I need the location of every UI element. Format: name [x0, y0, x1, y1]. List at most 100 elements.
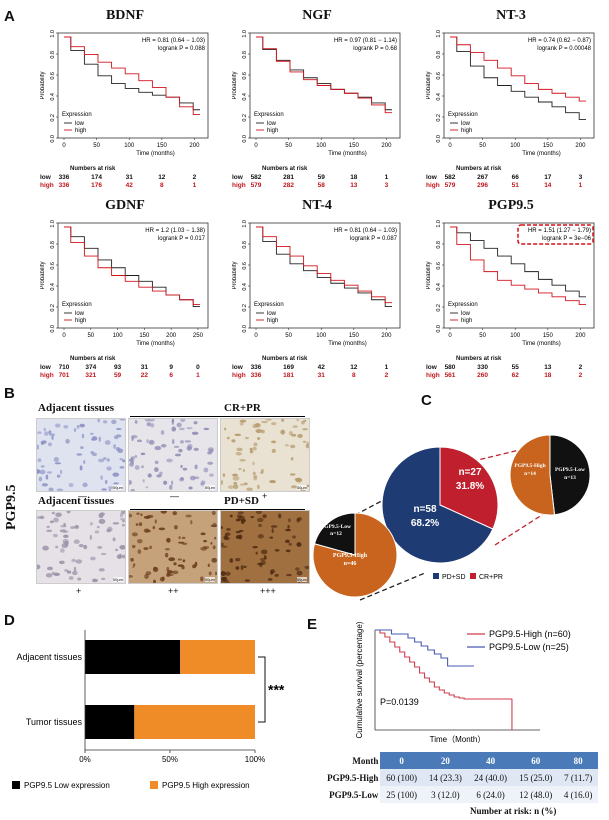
x-tick-label: 0: [62, 333, 66, 339]
cell-nucleus: [148, 419, 155, 422]
risk-low-value: 336: [58, 174, 70, 181]
cell-nucleus: [274, 573, 279, 577]
cell-nucleus: [256, 484, 260, 490]
left-pie: [312, 512, 398, 598]
cell-nucleus: [63, 424, 69, 429]
y-tick-label: 1.0: [242, 220, 248, 228]
cell-nucleus: [107, 486, 114, 490]
adjacent-label-bottom: Adjacent tissues: [38, 495, 115, 507]
y-tick-label: 0.2: [242, 114, 248, 122]
scale-bar-label: 50μm: [296, 577, 307, 582]
cell-nucleus: [119, 419, 125, 421]
cell-nucleus: [153, 579, 156, 583]
cell-nucleus: [150, 423, 155, 428]
hazard-ratio: HR = 0.74 (0.62 − 0.87): [528, 38, 591, 44]
cell-nucleus: [301, 420, 305, 425]
pdsd-underline: [130, 509, 305, 510]
cell-nucleus: [174, 525, 178, 530]
risk-low-label: low: [232, 174, 243, 181]
cell-nucleus: [302, 428, 308, 431]
cell-nucleus: [38, 476, 43, 482]
cell-nucleus: [181, 542, 188, 545]
left-low-n: n=12: [330, 531, 342, 537]
risk-high-label: high: [232, 182, 246, 189]
cell-nucleus: [267, 578, 273, 581]
plot-frame: [249, 222, 401, 329]
risk-low-value: 12: [350, 364, 358, 371]
risk-cell: 14 (23.3): [422, 769, 468, 786]
cell-nucleus: [142, 479, 145, 483]
y-tick-label: 0.0: [50, 325, 56, 333]
risk-high-value: 8: [352, 372, 356, 379]
risk-low-value: 3: [578, 174, 583, 181]
cell-nucleus: [185, 514, 192, 518]
cell-nucleus: [154, 460, 159, 465]
cell-nucleus: [208, 571, 212, 576]
cell-nucleus: [154, 467, 159, 473]
x-axis-label: Time (months): [328, 151, 366, 157]
cell-nucleus: [252, 446, 257, 451]
cell-nucleus: [253, 475, 258, 479]
x-tick-label: 200: [575, 333, 586, 339]
legend-title: Expression: [254, 302, 284, 308]
risk-low-value: 55: [511, 364, 519, 371]
right-low-n: n=13: [564, 475, 576, 481]
cell-nucleus: [73, 428, 77, 432]
risk-low-value: 281: [283, 174, 295, 181]
cell-nucleus: [255, 551, 258, 555]
legend-high: high: [267, 128, 278, 134]
plot-frame: [443, 32, 595, 139]
legend-high: high: [267, 318, 278, 324]
cell-nucleus: [134, 465, 140, 470]
connector-line: [494, 512, 546, 546]
plot-frame: [57, 222, 209, 329]
x-tick-label: 200: [189, 143, 200, 149]
x-tick-label: 100: [510, 143, 521, 149]
risk-high-label: high: [40, 182, 54, 189]
cell-nucleus: [145, 486, 149, 489]
bar-category-label: Adjacent tissues: [16, 652, 82, 662]
ihc-score-top: +: [262, 491, 268, 501]
tissue-texture: [129, 419, 215, 491]
cell-nucleus: [129, 480, 132, 485]
cell-nucleus: [98, 513, 104, 519]
risk-high-value: 1: [578, 182, 583, 189]
ihc-score-bottom: +++: [260, 586, 276, 596]
cell-nucleus: [134, 455, 138, 458]
cell-nucleus: [256, 437, 261, 440]
plot-frame: [249, 32, 401, 139]
cell-nucleus: [297, 434, 303, 438]
cell-nucleus: [258, 523, 263, 528]
x-tick-label: 100: [510, 333, 521, 339]
logrank-p: logrank P = 3e−06: [542, 236, 592, 242]
legend-low: low: [461, 311, 471, 317]
risk-high-value: 42: [125, 182, 133, 189]
cell-nucleus: [66, 570, 72, 574]
cell-nucleus: [221, 571, 226, 577]
cell-nucleus: [285, 549, 291, 553]
cell-nucleus: [172, 511, 177, 516]
cell-nucleus: [121, 523, 125, 527]
cell-nucleus: [45, 474, 49, 480]
cell-nucleus: [162, 576, 165, 581]
cell-nucleus: [284, 444, 289, 447]
risk-high-value: 2: [578, 372, 583, 379]
km-curve-high: [450, 36, 586, 102]
cell-nucleus: [132, 544, 136, 549]
risk-low-value: 1: [384, 174, 389, 181]
plot-frame: [57, 32, 209, 139]
risk-low-value: 18: [350, 174, 358, 181]
logrank-p: logrank P = 0.087: [350, 236, 398, 242]
cell-nucleus: [97, 546, 103, 549]
legend-low: low: [267, 121, 277, 127]
legend-label: PGP9.5-High (n=60): [489, 629, 571, 639]
risk-low-value: 174: [91, 174, 103, 181]
cell-nucleus: [233, 481, 237, 485]
risk-high-value: 561: [444, 372, 456, 379]
cell-nucleus: [296, 542, 302, 547]
cell-nucleus: [71, 558, 76, 563]
cell-nucleus: [40, 465, 45, 468]
cell-nucleus: [207, 447, 214, 453]
main-right-pct: 31.8%: [456, 481, 484, 492]
y-tick-label: 0.6: [436, 72, 442, 80]
